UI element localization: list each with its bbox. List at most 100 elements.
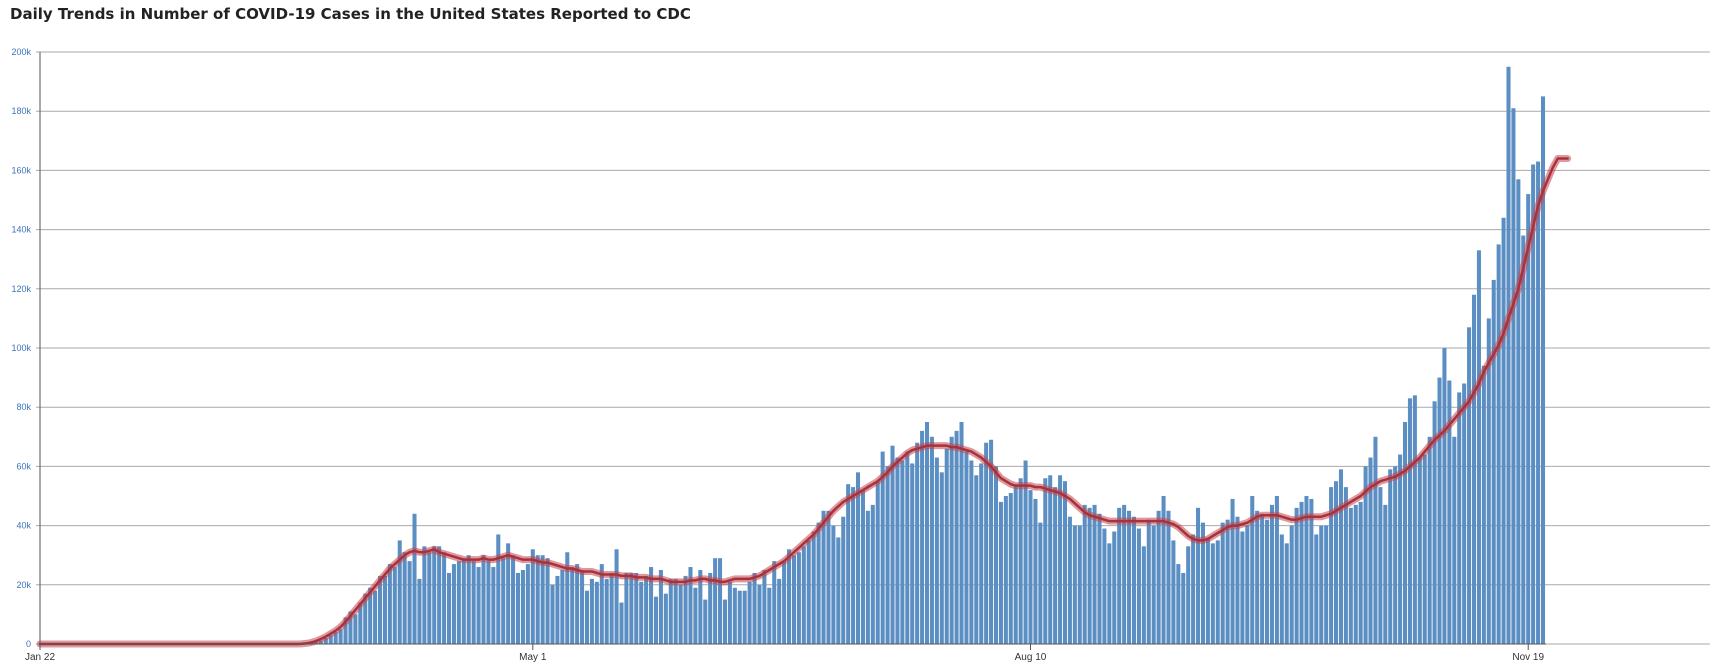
case-bar: [831, 525, 836, 644]
case-bar: [333, 632, 338, 644]
case-bar: [1033, 498, 1038, 644]
y-tick-label: 180k: [11, 106, 31, 116]
case-bar: [1028, 490, 1033, 644]
case-bar: [1062, 481, 1068, 644]
case-bar: [471, 561, 476, 644]
case-bar: [1363, 466, 1368, 644]
case-bar: [1141, 546, 1146, 644]
case-bar: [486, 561, 491, 644]
case-bar: [624, 572, 629, 644]
case-bar: [1043, 478, 1048, 644]
case-bar: [378, 575, 383, 644]
case-bar: [328, 635, 333, 644]
case-bar: [870, 504, 875, 644]
case-bar: [1481, 365, 1486, 644]
y-tick-label: 0: [26, 639, 31, 649]
case-bar: [1373, 436, 1378, 644]
case-bar: [1486, 318, 1491, 644]
case-bar: [1102, 528, 1107, 644]
case-bar: [1476, 250, 1481, 644]
case-bar: [895, 457, 900, 644]
case-bar: [1526, 194, 1531, 644]
case-bar: [757, 584, 762, 644]
case-bar: [969, 460, 974, 644]
case-bar: [1447, 380, 1452, 644]
case-bar: [456, 561, 461, 644]
case-bar: [1008, 493, 1013, 644]
case-bar: [348, 611, 353, 644]
case-bar: [1038, 522, 1043, 644]
case-bar: [515, 572, 521, 644]
case-bar: [742, 590, 747, 644]
case-bar: [565, 552, 570, 644]
x-tick-label: Aug 10: [1015, 652, 1047, 663]
case-bar: [693, 587, 698, 644]
case-bar: [1023, 460, 1028, 644]
case-bar: [979, 463, 984, 644]
daily-case-bars: [299, 66, 1546, 645]
case-bar: [875, 481, 880, 644]
case-bar: [722, 599, 727, 644]
case-bar: [924, 422, 930, 644]
case-bar: [609, 572, 614, 644]
case-bar: [851, 487, 856, 644]
case-bar: [1210, 543, 1215, 644]
case-bar: [737, 590, 742, 644]
case-bar: [599, 564, 604, 644]
case-bar: [1540, 96, 1546, 644]
x-tick-label: May 1: [519, 652, 547, 663]
case-bar: [407, 561, 412, 644]
axes: [39, 52, 1546, 645]
case-bar: [589, 578, 594, 644]
case-bar: [387, 564, 392, 644]
case-bar: [1058, 475, 1063, 644]
case-bar: [964, 451, 969, 644]
case-bar: [520, 570, 525, 644]
case-bar: [1334, 481, 1339, 644]
case-bar: [1304, 496, 1309, 644]
case-bar: [363, 593, 368, 644]
case-bar: [1235, 516, 1240, 644]
case-bar: [772, 561, 777, 644]
y-tick-label: 80k: [16, 402, 31, 412]
case-bar: [619, 602, 624, 644]
case-bar: [934, 457, 939, 644]
case-bar: [1299, 501, 1304, 644]
case-bar: [412, 513, 417, 644]
x-axis-ticks: Jan 22 May 1 Aug 10 Nov 19: [25, 644, 1544, 663]
case-bar: [954, 430, 959, 644]
case-bar: [466, 555, 471, 644]
case-bar: [392, 567, 397, 644]
case-bar: [1048, 475, 1053, 644]
case-bar: [1260, 513, 1265, 644]
case-bar: [1422, 454, 1427, 644]
case-bar: [1200, 522, 1205, 644]
case-bar: [1215, 540, 1220, 644]
case-bar: [1013, 484, 1018, 644]
case-bar: [343, 617, 348, 644]
case-bar: [782, 561, 787, 644]
case-bar: [545, 558, 550, 644]
case-bar: [1531, 164, 1536, 645]
case-bar: [1191, 534, 1196, 644]
case-bar: [501, 558, 506, 644]
case-bar: [713, 558, 718, 644]
case-bar: [555, 575, 560, 644]
case-bar: [506, 543, 511, 644]
case-bar: [900, 460, 905, 644]
case-bar: [580, 570, 585, 644]
case-bar: [491, 567, 496, 644]
case-bar: [865, 510, 870, 644]
case-bar: [777, 578, 782, 644]
case-bar: [1284, 543, 1289, 644]
case-bar: [791, 555, 796, 644]
case-bar: [747, 581, 752, 644]
case-bar: [767, 587, 772, 644]
case-bar: [949, 436, 954, 644]
case-bar: [422, 546, 427, 644]
case-bar: [668, 578, 673, 644]
case-bar: [1053, 487, 1058, 644]
case-bar: [358, 602, 363, 644]
case-bar: [1146, 519, 1151, 644]
case-bar: [1176, 564, 1181, 644]
